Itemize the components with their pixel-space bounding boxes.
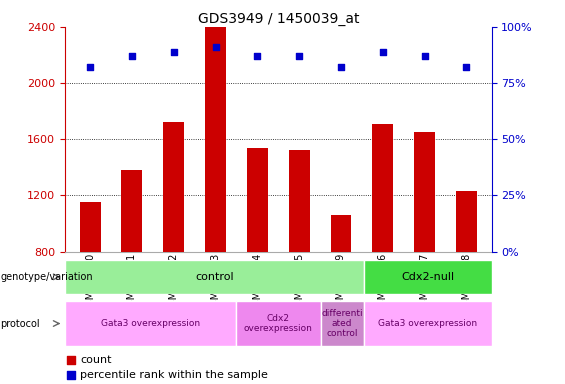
Text: differenti
ated
control: differenti ated control bbox=[321, 309, 363, 338]
Bar bbox=[80, 202, 101, 364]
Bar bbox=[247, 147, 268, 364]
Bar bbox=[321, 301, 364, 346]
Text: Cdx2-null: Cdx2-null bbox=[401, 272, 454, 282]
Point bbox=[295, 53, 304, 59]
Point bbox=[67, 372, 76, 378]
Point bbox=[253, 53, 262, 59]
Title: GDS3949 / 1450039_at: GDS3949 / 1450039_at bbox=[198, 12, 359, 26]
Point bbox=[85, 64, 94, 70]
Bar bbox=[205, 27, 226, 364]
Bar bbox=[372, 124, 393, 364]
Bar bbox=[414, 132, 435, 364]
Text: genotype/variation: genotype/variation bbox=[1, 272, 93, 282]
Text: Gata3 overexpression: Gata3 overexpression bbox=[378, 319, 477, 328]
Bar bbox=[121, 170, 142, 364]
Text: protocol: protocol bbox=[1, 318, 40, 329]
Text: control: control bbox=[195, 272, 233, 282]
Text: Cdx2
overexpression: Cdx2 overexpression bbox=[244, 314, 312, 333]
Bar bbox=[163, 122, 184, 364]
Point bbox=[169, 48, 178, 55]
Point bbox=[379, 48, 388, 55]
Text: percentile rank within the sample: percentile rank within the sample bbox=[80, 370, 268, 380]
Bar bbox=[364, 301, 492, 346]
Bar bbox=[456, 191, 477, 364]
Text: Gata3 overexpression: Gata3 overexpression bbox=[101, 319, 200, 328]
Point bbox=[67, 357, 76, 363]
Bar bbox=[289, 151, 310, 364]
Bar bbox=[331, 215, 351, 364]
Text: count: count bbox=[80, 355, 111, 365]
Bar bbox=[65, 260, 364, 294]
Point bbox=[211, 44, 220, 50]
Bar bbox=[236, 301, 321, 346]
Bar bbox=[65, 301, 236, 346]
Point bbox=[337, 64, 346, 70]
Point bbox=[462, 64, 471, 70]
Bar bbox=[364, 260, 492, 294]
Point bbox=[127, 53, 136, 59]
Point bbox=[420, 53, 429, 59]
